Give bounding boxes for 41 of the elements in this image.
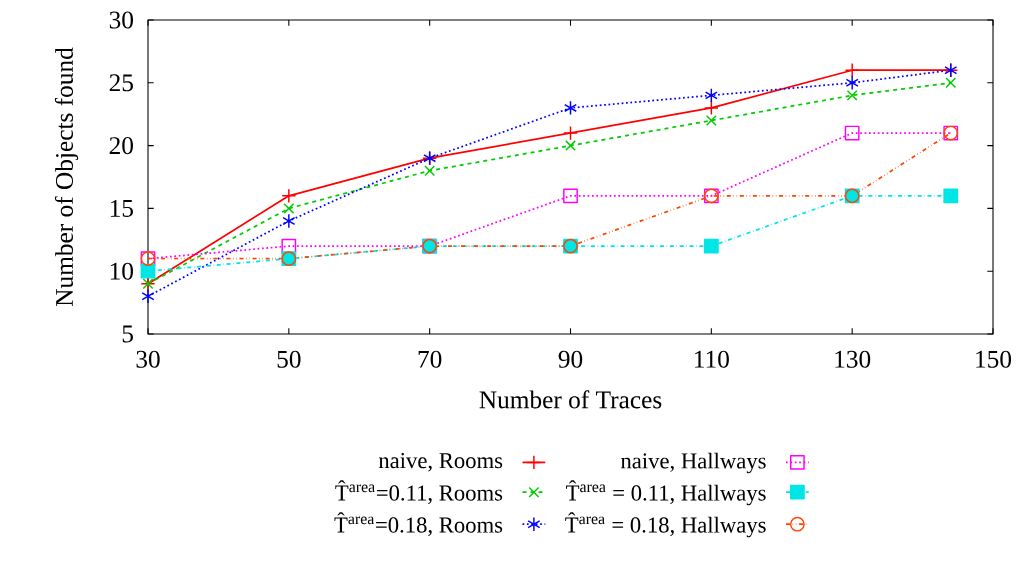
point (704, 87, 718, 103)
legend-label: naive, Rooms (378, 452, 503, 472)
point (281, 188, 297, 204)
point (846, 89, 858, 101)
point (565, 140, 576, 152)
point (140, 263, 156, 279)
point (705, 115, 717, 126)
point (424, 165, 436, 177)
y-tick-label: 30 (109, 11, 133, 29)
y-tick-label: 15 (110, 199, 133, 217)
y-tick-label: 25 (109, 74, 133, 92)
point (563, 188, 578, 204)
point (141, 288, 155, 304)
legend-label: T̂$^{area}$ = 0.11, Hallways (566, 480, 766, 506)
x-tick-label: 110 (695, 350, 729, 368)
legend-label: naive, Hallways (620, 452, 766, 474)
legend-label: T̂$^{area}$=0.11, Rooms (335, 480, 503, 504)
point (943, 188, 959, 204)
x-tick-label: 130 (835, 350, 871, 368)
y-tick-label: 10 (110, 262, 133, 280)
point (703, 100, 719, 116)
x-tick-label: 150 (976, 350, 1012, 368)
x-axis-title: Number of Traces (479, 390, 662, 409)
point (844, 125, 860, 141)
y-tick-label: 20 (109, 137, 133, 155)
legend-label: T̂$^{area}$ = 0.18, Hallways (565, 512, 766, 538)
point (845, 75, 859, 91)
point (282, 213, 296, 229)
x-tick-label: 30 (136, 350, 160, 368)
y-axis-title: Number of Objects found (54, 47, 79, 307)
x-tick-label: 50 (277, 350, 301, 368)
x-tick-label: 70 (418, 350, 442, 368)
legend-label: T̂$^{area}$=0.18, Rooms (334, 512, 503, 536)
point (703, 238, 719, 254)
y-tick-label: 5 (122, 325, 133, 343)
point (564, 100, 578, 116)
point (844, 62, 860, 78)
point (283, 202, 295, 214)
x-tick-label: 90 (558, 350, 583, 368)
point (945, 77, 957, 89)
point (563, 125, 578, 141)
